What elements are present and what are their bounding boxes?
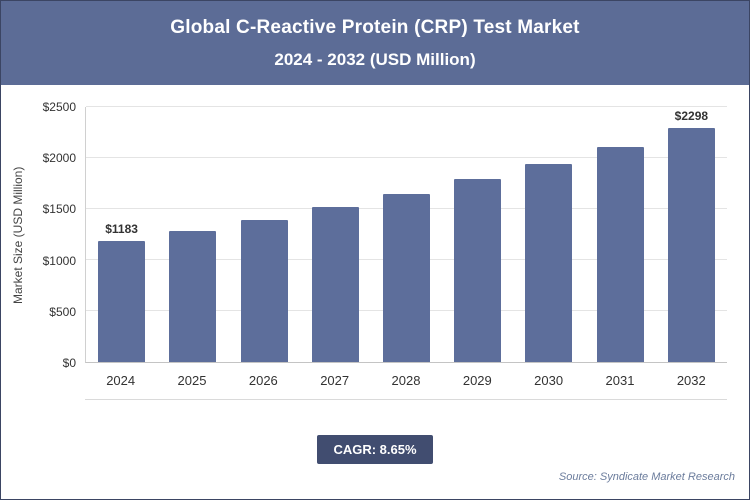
bar-slot [371,107,442,362]
bar-2027 [311,207,359,362]
plot-stack: $0 $500 $1000 $1500 $2000 $2500 $1183 $2298 20… [33,100,727,400]
bars: $1183 $2298 [86,107,727,362]
x-axis: 2024 2025 2026 2027 2028 2029 2030 2031 2032 [85,363,727,400]
y-tick-label: $2500 [42,100,76,114]
x-tick-label: 2028 [391,373,421,388]
bar-slot [442,107,513,362]
y-axis: $0 $500 $1000 $1500 $2000 $2500 [33,100,85,370]
source-text: Source: Syndicate Market Research [558,471,735,483]
bar-2031 [596,146,644,362]
bar-2029 [454,179,502,362]
bar-value-label: $2298 [674,108,709,123]
footer: CAGR: 8.65% Source: Syndicate Market Res… [1,400,749,499]
x-tick-label: 2032 [676,373,706,388]
y-tick-label: $1500 [42,202,76,217]
x-tick-label: 2027 [320,373,350,388]
bar-2024 [98,241,146,362]
y-tick-label: $0 [62,356,76,370]
x-tick-label: 2024 [106,373,136,388]
chart-title: Global C-Reactive Protein (CRP) Test Mar… [170,17,580,38]
bar-slot [585,107,656,362]
cagr-badge: CAGR: 8.65% [317,435,433,464]
chart-subtitle: 2024 - 2032 (USD Million) [274,50,476,69]
y-tick-label: $2000 [42,151,76,166]
x-axis-spacer [33,363,85,400]
x-tick-label: 2029 [462,373,492,388]
bar-slot [228,107,299,362]
x-tick-label: 2031 [605,373,635,388]
chart-header: Global C-Reactive Protein (CRP) Test Mar… [1,1,749,85]
gridline [86,106,727,107]
plot-area: $1183 $2298 [85,106,727,363]
y-tick-label: $1000 [42,253,76,268]
bar-slot: $1183 [86,107,157,362]
bar-2028 [382,193,430,362]
y-axis-title: Market Size (USD Million) [11,166,25,304]
x-axis-row: 2024 2025 2026 2027 2028 2029 2030 2031 2032 [33,363,727,400]
chart: Market Size (USD Million) $0 $500 $1000 $15… [11,100,727,400]
plot-row: $0 $500 $1000 $1500 $2000 $2500 $1183 $2298 [33,100,727,370]
x-tick-label: 2025 [177,373,207,388]
bar-2025 [169,230,217,362]
bar-slot: $2298 [656,107,727,362]
bar-2030 [525,163,573,362]
bar-2032 [667,127,715,362]
bar-2026 [240,219,288,362]
x-tick-label: 2026 [248,373,278,388]
bar-value-label: $1183 [105,222,138,237]
bar-slot [300,107,371,362]
y-tick-label: $500 [49,304,76,319]
bar-slot [513,107,584,362]
gridline [86,157,727,158]
bar-slot [157,107,228,362]
x-tick-label: 2030 [534,373,564,388]
